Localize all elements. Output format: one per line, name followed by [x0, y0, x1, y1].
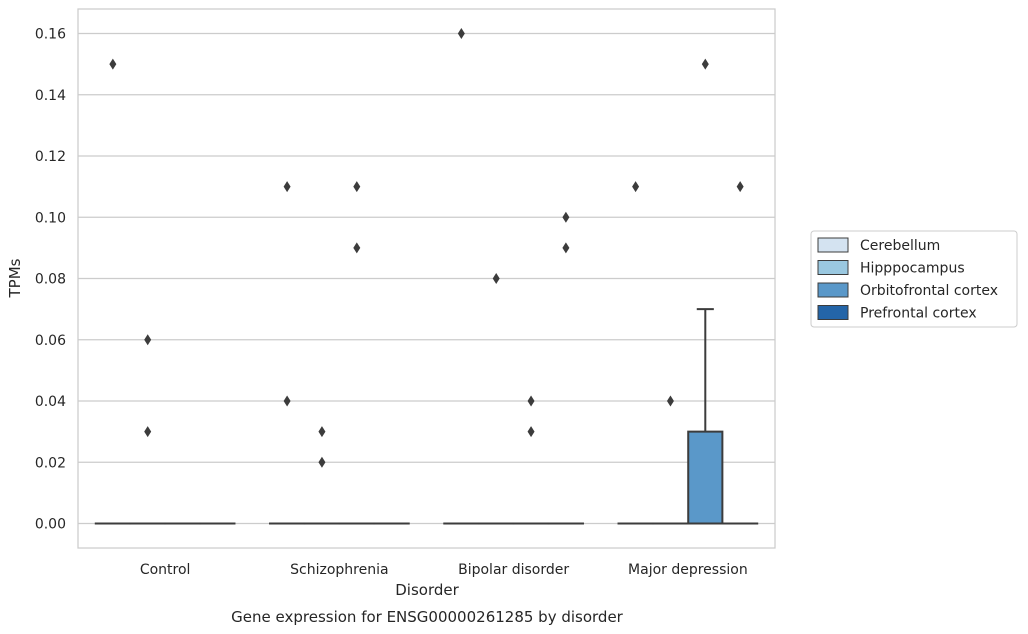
- chart-caption: Gene expression for ENSG00000261285 by d…: [231, 608, 624, 626]
- y-tick-label: 0.00: [35, 517, 66, 533]
- outlier-point: [527, 395, 535, 407]
- legend-label: Hipppocampus: [860, 261, 965, 277]
- x-tick-label: Control: [140, 562, 191, 578]
- outlier-point: [353, 181, 361, 193]
- legend-swatch: [817, 282, 849, 298]
- legend-swatch: [817, 237, 849, 253]
- outlier-point: [283, 395, 291, 407]
- outlier-point: [144, 426, 152, 438]
- x-tick-label: Major depression: [628, 562, 748, 578]
- y-tick-label: 0.12: [35, 149, 66, 165]
- y-tick-label: 0.08: [35, 272, 66, 288]
- legend-label: Prefrontal cortex: [860, 306, 977, 322]
- y-tick-label: 0.16: [35, 27, 66, 43]
- outlier-point: [318, 426, 326, 438]
- y-tick-label: 0.14: [35, 88, 66, 104]
- y-tick-label: 0.10: [35, 210, 66, 226]
- legend: Cerebellum Hipppocampus Orbitofrontal cort…: [810, 230, 1018, 328]
- box: [687, 430, 724, 525]
- outlier-point: [736, 181, 744, 193]
- legend-frame: [810, 230, 1018, 328]
- gridlines: [78, 32, 775, 525]
- y-tick-label: 0.04: [35, 394, 66, 410]
- outlier-point: [109, 58, 117, 70]
- outlier-point: [457, 28, 465, 39]
- plot-frame: [77, 8, 776, 549]
- outlier-point: [666, 395, 674, 407]
- y-tick-label: 0.02: [35, 455, 66, 471]
- plot-area: [94, 28, 759, 525]
- outlier-point: [562, 242, 570, 254]
- legend-swatch: [817, 305, 849, 320]
- y-axis-label: TPMs: [6, 258, 24, 298]
- outlier-point: [527, 426, 535, 438]
- outlier-point: [492, 273, 500, 284]
- outlier-point: [562, 211, 570, 223]
- x-tick-label: Bipolar disorder: [458, 562, 569, 578]
- y-tick-label: 0.06: [35, 333, 66, 349]
- legend-label: Orbitofrontal cortex: [860, 283, 998, 299]
- x-axis-label: Disorder: [395, 581, 459, 599]
- outlier-point: [318, 456, 326, 468]
- outlier-point: [283, 181, 291, 193]
- legend-label: Cerebellum: [860, 238, 940, 254]
- legend-swatch: [817, 260, 849, 275]
- outlier-point: [632, 181, 640, 193]
- x-tick-label: Schizophrenia: [290, 562, 388, 578]
- outlier-point: [353, 242, 361, 254]
- x-axis: Control Schizophrenia Bipolar disorder Majo…: [140, 562, 748, 578]
- y-axis: 0.00 0.02 0.04 0.06 0.08 0.10 0.12 0.14 0.16: [35, 27, 66, 533]
- outlier-point: [144, 334, 152, 346]
- outlier-point: [701, 58, 709, 70]
